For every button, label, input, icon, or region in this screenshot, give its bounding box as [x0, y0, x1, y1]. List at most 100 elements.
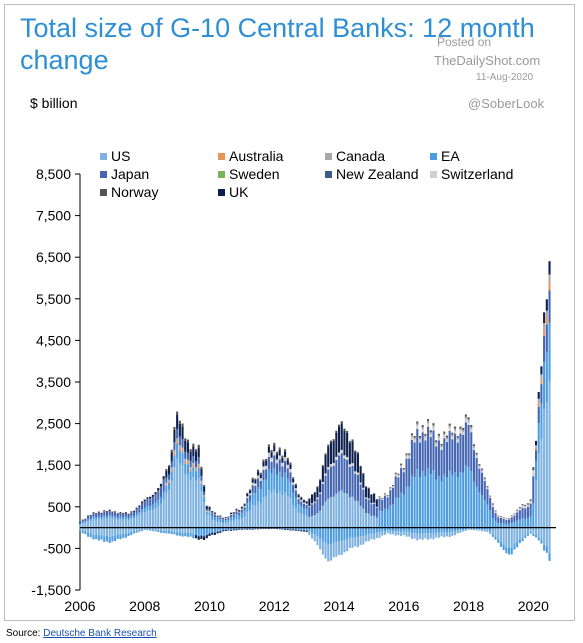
bar-segment: [194, 449, 198, 452]
bar-segment: [192, 456, 195, 464]
bar-segment: [219, 517, 222, 520]
bar-segment: [332, 439, 335, 441]
bar-segment: [221, 520, 225, 524]
bar-segment: [448, 527, 451, 533]
bar-segment: [489, 527, 492, 531]
bar-segment: [205, 535, 208, 539]
bar-segment: [257, 471, 260, 476]
bar-segment: [513, 514, 516, 516]
bar-segment: [354, 536, 357, 547]
bar-segment: [354, 450, 357, 453]
bar-segment: [518, 510, 521, 520]
bar-segment: [286, 459, 289, 465]
bar-segment: [340, 453, 343, 491]
bar-segment: [408, 532, 411, 537]
bar-segment: [362, 489, 365, 509]
bar-segment: [367, 498, 370, 500]
bar-segment: [124, 533, 127, 538]
legend-item: Japan: [100, 166, 149, 182]
bar-segment: [408, 527, 411, 533]
bar-segment: [84, 521, 87, 523]
bar-segment: [138, 505, 141, 507]
bar-segment: [327, 444, 330, 447]
bar-segment: [224, 527, 227, 530]
bar-segment: [92, 513, 95, 517]
bar-segment: [213, 527, 216, 533]
bar-segment: [543, 312, 546, 324]
bar-segment: [138, 515, 141, 528]
bar-segment: [130, 527, 133, 533]
bar-segment: [373, 502, 376, 504]
bar-segment: [178, 527, 181, 533]
author-handle: @SoberLook: [468, 96, 545, 111]
bar-segment: [413, 533, 416, 539]
bar-segment: [532, 527, 535, 534]
bar-segment: [429, 527, 432, 534]
bar-segment: [235, 527, 238, 530]
bar-segment: [289, 498, 292, 528]
bar-segment: [95, 517, 98, 520]
source-link[interactable]: Deutsche Bank Research: [43, 628, 157, 639]
bar-segment: [429, 533, 432, 539]
bar-segment: [181, 439, 184, 448]
bar-segment: [327, 544, 330, 562]
bar-segment: [462, 434, 465, 473]
bar-segment: [127, 520, 130, 528]
bar-segment: [170, 471, 173, 481]
bar-segment: [108, 515, 111, 518]
bar-segment: [319, 538, 322, 550]
bar-segment: [470, 429, 473, 433]
bar-segment: [141, 502, 144, 504]
bar-segment: [157, 530, 160, 532]
bar-segment: [230, 514, 233, 515]
bar-segment: [194, 461, 198, 468]
bar-segment: [548, 282, 551, 291]
bar-segment: [281, 528, 284, 530]
bar-segment: [370, 504, 373, 516]
bar-segment: [122, 514, 125, 518]
bar-segment: [100, 534, 103, 540]
bar-segment: [499, 523, 502, 528]
bar-segment: [194, 527, 198, 536]
bar-segment: [421, 429, 424, 433]
bar-segment: [402, 527, 405, 532]
bar-segment: [456, 530, 459, 534]
bar-segment: [159, 496, 162, 504]
bar-segment: [208, 514, 211, 528]
bar-segment: [405, 453, 408, 455]
bar-segment: [143, 512, 146, 528]
y-tick-label: 6,500: [36, 249, 71, 265]
bar-segment: [443, 474, 446, 528]
bar-segment: [502, 518, 505, 524]
bar-segment: [346, 459, 349, 494]
bar-segment: [400, 464, 403, 467]
bar-segment: [383, 527, 386, 532]
bar-segment: [386, 494, 389, 496]
bar-segment: [254, 483, 257, 486]
bar-segment: [300, 506, 303, 514]
bar-segment: [78, 523, 82, 525]
bar-segment: [445, 532, 449, 537]
bar-segment: [489, 530, 492, 535]
bar-segment: [481, 472, 484, 496]
bar-segment: [389, 531, 392, 535]
bar-segment: [246, 493, 249, 497]
bar-segment: [184, 438, 187, 441]
bar-segment: [259, 480, 262, 490]
y-tick-label: -1,500: [31, 582, 71, 598]
bar-segment: [534, 445, 538, 448]
legend-item: EA: [430, 148, 460, 164]
bar-segment: [340, 423, 343, 450]
bar-segment: [386, 497, 389, 510]
bar-segment: [197, 527, 200, 537]
bar-segment: [340, 421, 343, 424]
bar-segment: [516, 527, 519, 543]
bar-segment: [203, 494, 206, 497]
bar-segment: [262, 461, 265, 467]
bar-segment: [284, 492, 287, 528]
bar-segment: [389, 527, 392, 531]
bar-segment: [149, 499, 152, 507]
bar-segment: [489, 495, 492, 497]
bar-segment: [324, 543, 327, 559]
